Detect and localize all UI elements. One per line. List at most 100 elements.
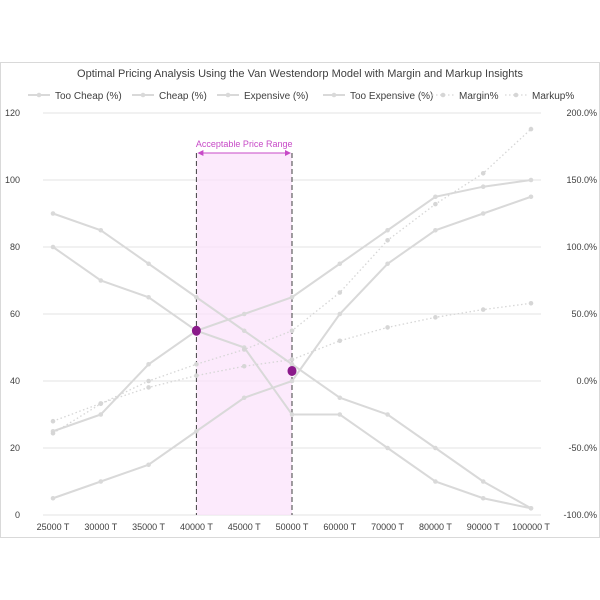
- series-point: [289, 357, 295, 362]
- series-point: [337, 261, 343, 267]
- series-point: [528, 194, 534, 200]
- series-point: [480, 211, 486, 216]
- series-line-4: [52, 302, 532, 422]
- series-point: [385, 445, 390, 451]
- series-point: [385, 227, 390, 233]
- acceptable-range-band: [196, 153, 292, 515]
- x-axis-tick-label: 40000 T: [180, 522, 213, 532]
- series-point: [241, 363, 247, 369]
- series-point: [337, 311, 343, 317]
- series-point: [241, 328, 247, 334]
- chart-title: Optimal Pricing Analysis Using the Van W…: [77, 68, 523, 80]
- legend: Too Cheap (%) Cheap (%) Expensive (%) Too E…: [28, 91, 574, 102]
- x-axis-tick-label: 70000 T: [371, 522, 404, 532]
- right-axis-tick-label: 150.0%: [566, 175, 597, 185]
- legend-marker: [331, 92, 337, 98]
- series-point: [433, 445, 438, 451]
- series-point: [50, 430, 56, 436]
- series-point: [480, 171, 486, 176]
- range-arrow-right: [285, 150, 291, 156]
- left-axis-tick-label: 80: [10, 242, 20, 252]
- series-point: [289, 294, 295, 300]
- series-point: [528, 177, 534, 183]
- series-point: [433, 479, 438, 484]
- highlight-point: [191, 325, 201, 336]
- acceptable-range-layer: Acceptable Price Range: [195, 139, 293, 515]
- right-axis-tick-label: -50.0%: [568, 443, 597, 453]
- series-point: [480, 479, 486, 484]
- series-point: [289, 412, 295, 417]
- series-point: [433, 227, 438, 233]
- right-axis-tick-label: -100.0%: [563, 510, 597, 520]
- series-point: [289, 328, 295, 334]
- highlight-point: [287, 365, 297, 376]
- left-axis-tick-label: 0: [15, 510, 20, 520]
- series-point: [528, 300, 534, 306]
- axis-layer: 0 20 40 60 80 100 120 -100.0% -50.0% 0.0% 50.0% 100…: [5, 108, 597, 532]
- x-axis-tick-label: 100000 T: [512, 522, 550, 532]
- legend-marker: [36, 92, 42, 98]
- x-axis-tick-label: 45000 T: [228, 522, 261, 532]
- legend-label: Margin%: [459, 91, 499, 102]
- legend-label: Too Expensive (%): [350, 91, 433, 102]
- range-arrow-left: [197, 150, 204, 156]
- series-point: [528, 506, 534, 511]
- left-axis-tick-label: 60: [10, 309, 20, 319]
- series-point: [98, 227, 104, 233]
- legend-marker: [140, 92, 146, 98]
- series-layer: [50, 126, 534, 511]
- series-point: [50, 418, 56, 424]
- series-point: [480, 495, 486, 501]
- series-point: [337, 395, 343, 401]
- left-axis-tick-label: 120: [5, 108, 20, 118]
- series-point: [98, 479, 104, 484]
- legend-marker: [513, 92, 519, 98]
- legend-label: Cheap (%): [159, 91, 207, 102]
- series-point: [98, 401, 104, 407]
- right-axis-tick-label: 0.0%: [576, 376, 597, 386]
- left-axis-tick-label: 40: [10, 376, 20, 386]
- series-point: [241, 347, 247, 352]
- x-axis-tick-label: 80000 T: [419, 522, 452, 532]
- series-point: [337, 290, 343, 295]
- series-point: [289, 378, 295, 384]
- series-point: [146, 294, 151, 300]
- series-point: [146, 385, 151, 390]
- series-point: [50, 495, 56, 501]
- series-point: [146, 361, 151, 367]
- series-point: [98, 412, 104, 417]
- legend-label: Markup%: [532, 91, 574, 102]
- x-axis-tick-label: 60000 T: [323, 522, 356, 532]
- series-point: [146, 261, 151, 267]
- series-point: [50, 211, 56, 216]
- x-axis-tick-label: 35000 T: [132, 522, 165, 532]
- right-axis-tick-label: 200.0%: [566, 108, 597, 118]
- series-point: [433, 315, 438, 320]
- left-axis-tick-label: 20: [10, 443, 20, 453]
- series-point: [433, 194, 438, 200]
- legend-marker: [440, 92, 446, 98]
- series-point: [480, 184, 486, 189]
- legend-label: Too Cheap (%): [55, 91, 122, 102]
- series-point: [385, 261, 390, 267]
- series-point: [194, 373, 199, 378]
- x-axis-tick-label: 25000 T: [37, 522, 70, 532]
- legend-label: Expensive (%): [244, 91, 308, 102]
- legend-marker: [225, 92, 231, 98]
- right-axis-tick-label: 50.0%: [571, 309, 597, 319]
- series-point: [194, 361, 199, 367]
- series-point: [194, 428, 199, 434]
- series-point: [385, 325, 390, 330]
- x-axis-tick-label: 30000 T: [84, 522, 117, 532]
- series-point: [480, 307, 486, 312]
- series-point: [337, 412, 343, 417]
- series-point: [528, 126, 534, 132]
- left-axis-tick-label: 100: [5, 175, 20, 185]
- highlight-layer: [191, 325, 297, 376]
- series-point: [50, 244, 56, 250]
- series-point: [385, 412, 390, 417]
- x-axis-tick-label: 90000 T: [467, 522, 500, 532]
- x-axis-tick-label: 50000 T: [276, 522, 309, 532]
- series-point: [337, 338, 343, 344]
